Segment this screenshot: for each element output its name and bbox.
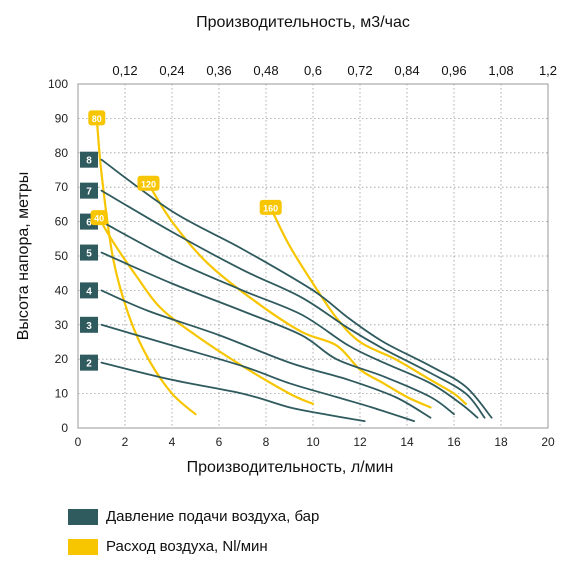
top-axis-title: Производительность, м3/час — [196, 14, 410, 31]
pressure-line-8 — [100, 158, 493, 419]
x-tick-label: 4 — [169, 435, 176, 449]
pressure-line-7 — [100, 189, 486, 419]
pressure-label-box-7 — [80, 182, 98, 199]
x-tick-label: 6 — [216, 435, 223, 449]
pressure-label-box-5 — [80, 244, 98, 261]
x-tick-label: 10 — [306, 435, 320, 449]
x-tick-label: 16 — [447, 435, 461, 449]
top-axis-ticks: 0,12 0,24 0,36 0,48 0,6 0,72 0,84 0,96 1,08 1,2 — [112, 63, 557, 78]
pressure-label-2: 2 — [86, 359, 92, 370]
airflow-line-120 — [147, 182, 432, 409]
y-tick-label: 10 — [55, 387, 69, 401]
top-tick-label: 1,2 — [539, 63, 557, 78]
pressure-label-box-3 — [80, 316, 98, 333]
x-tick-label: 20 — [541, 435, 555, 449]
pressure-label-5: 5 — [86, 249, 92, 260]
top-tick-label: 0,36 — [206, 63, 231, 78]
y-tick-label: 30 — [55, 318, 69, 332]
pressure-label-box-2 — [80, 354, 98, 371]
airflow-label-40: 40 — [94, 214, 104, 224]
top-tick-label: 0,6 — [304, 63, 322, 78]
x-tick-label: 8 — [263, 435, 270, 449]
y-tick-label: 100 — [48, 77, 68, 91]
legend-swatch-airflow — [68, 538, 98, 555]
pressure-label-3: 3 — [86, 321, 92, 332]
pressure-label-8: 8 — [86, 156, 92, 167]
airflow-line-80 — [95, 117, 197, 416]
airflow-label-120: 120 — [141, 179, 156, 189]
legend-item-pressure: Давление подачи воздуха, бар — [68, 508, 319, 525]
x-tick-label: 0 — [75, 435, 82, 449]
airflow-line-160 — [269, 206, 467, 405]
airflow-label-box-80 — [88, 110, 106, 126]
pressure-label-box-8 — [80, 151, 98, 168]
grid — [78, 84, 548, 428]
x-tick-label: 14 — [400, 435, 414, 449]
airflow-line-40 — [98, 217, 315, 405]
y-tick-label: 20 — [55, 352, 69, 366]
y-tick-label: 80 — [55, 146, 69, 160]
y-tick-label: 50 — [55, 249, 69, 263]
pressure-line-5 — [100, 251, 455, 416]
y-tick-label: 60 — [55, 215, 69, 229]
pressure-label-4: 4 — [86, 286, 92, 297]
top-tick-label: 0,12 — [112, 63, 137, 78]
x-tick-label: 12 — [353, 435, 367, 449]
legend-item-airflow: Расход воздуха, Nl/мин — [68, 538, 268, 555]
pressure-label-box-4 — [80, 282, 98, 299]
pressure-line-2 — [100, 361, 366, 422]
top-tick-label: 0,84 — [394, 63, 419, 78]
airflow-label-box-160 — [259, 199, 282, 215]
airflow-label-160: 160 — [263, 203, 278, 213]
x-axis-title: Производительность, л/мин — [187, 459, 394, 476]
x-axis-ticks: 0 2 4 6 8 10 12 14 16 18 20 — [75, 435, 555, 449]
top-tick-label: 0,48 — [253, 63, 278, 78]
x-tick-label: 18 — [494, 435, 508, 449]
airflow-label-box-40 — [90, 210, 108, 226]
top-tick-label: 0,24 — [159, 63, 184, 78]
legend-label-pressure: Давление подачи воздуха, бар — [106, 508, 320, 525]
y-tick-label: 0 — [61, 421, 68, 435]
pressure-line-6 — [100, 220, 479, 419]
y-axis-ticks: 0 10 20 30 40 50 60 70 80 90 100 — [48, 77, 68, 435]
top-tick-label: 0,72 — [347, 63, 372, 78]
series-lines — [95, 117, 493, 422]
top-tick-label: 0,96 — [441, 63, 466, 78]
pressure-label-7: 7 — [86, 187, 92, 198]
series-labels: 8 7 6 5 4 3 2 80 40 120 160 — [80, 110, 282, 371]
pressure-line-4 — [100, 289, 432, 419]
top-tick-label: 1,08 — [488, 63, 513, 78]
y-tick-label: 90 — [55, 111, 69, 125]
x-tick-label: 2 — [122, 435, 129, 449]
plot-area-frame — [77, 83, 549, 429]
y-axis-title: Высота напора, метры — [15, 172, 32, 340]
chart: 0 2 4 6 8 10 12 14 16 18 20 0 10 20 30 40 50 60 70 80 90 100… — [15, 14, 557, 476]
y-tick-label: 40 — [55, 283, 69, 297]
legend-label-airflow: Расход воздуха, Nl/мин — [106, 538, 268, 555]
pressure-label-6: 6 — [86, 218, 92, 229]
pressure-line-3 — [100, 323, 415, 422]
legend-swatch-pressure — [68, 508, 98, 525]
airflow-label-80: 80 — [92, 114, 102, 124]
airflow-label-box-120 — [137, 175, 160, 191]
y-tick-label: 70 — [55, 180, 69, 194]
